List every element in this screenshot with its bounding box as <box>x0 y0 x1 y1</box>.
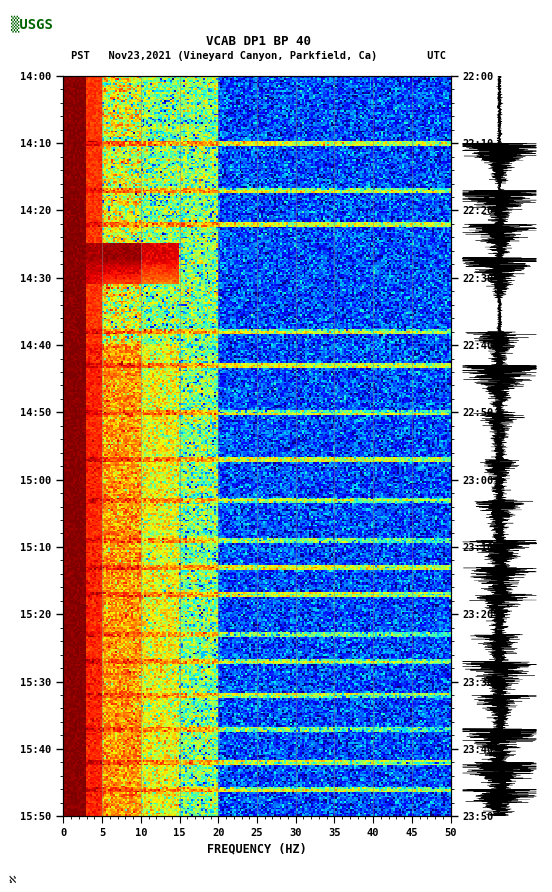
Text: ▒USGS: ▒USGS <box>11 15 53 32</box>
Text: PST   Nov23,2021 (Vineyard Canyon, Parkfield, Ca)        UTC: PST Nov23,2021 (Vineyard Canyon, Parkfie… <box>71 51 447 62</box>
Text: ℵ: ℵ <box>8 875 15 885</box>
X-axis label: FREQUENCY (HZ): FREQUENCY (HZ) <box>207 842 307 855</box>
Text: VCAB DP1 BP 40: VCAB DP1 BP 40 <box>206 36 311 48</box>
